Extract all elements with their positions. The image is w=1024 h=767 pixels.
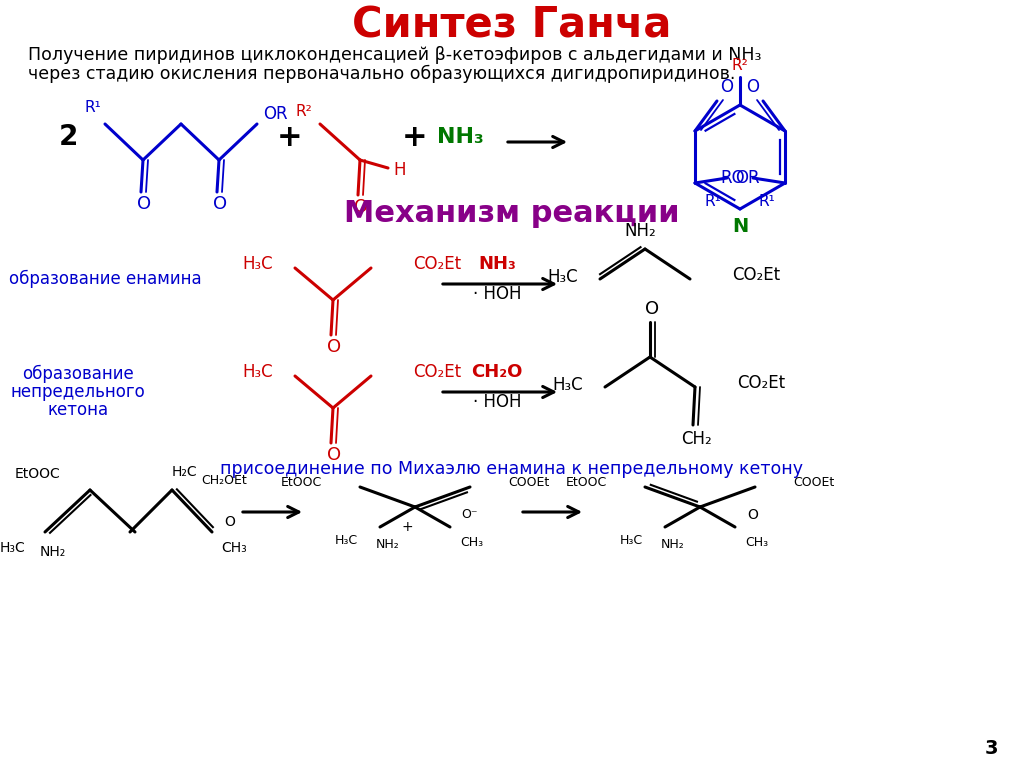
Text: O: O <box>327 338 341 356</box>
Text: непредельного: непредельного <box>10 383 145 401</box>
Text: H₂C: H₂C <box>171 465 197 479</box>
Text: CO₂Et: CO₂Et <box>732 266 780 284</box>
Text: присоединение по Михаэлю енамина к непредельному кетону: присоединение по Михаэлю енамина к непре… <box>220 460 804 478</box>
Text: N: N <box>732 218 749 236</box>
Text: H₃C: H₃C <box>243 363 273 381</box>
Text: Синтез Ганча: Синтез Ганча <box>352 4 672 46</box>
Text: кетона: кетона <box>47 401 109 419</box>
Text: CH₃: CH₃ <box>745 536 769 549</box>
Text: O: O <box>327 446 341 464</box>
Text: +: + <box>402 123 428 152</box>
Text: COOEt: COOEt <box>508 476 549 489</box>
Text: O: O <box>746 78 760 96</box>
Text: O: O <box>354 198 368 216</box>
Text: O: O <box>213 195 227 213</box>
Text: CH₃: CH₃ <box>461 536 483 549</box>
Text: OR: OR <box>734 169 759 187</box>
Text: CH₂: CH₂ <box>681 430 712 448</box>
Text: EtOOC: EtOOC <box>565 476 607 489</box>
Text: CO₂Et: CO₂Et <box>413 255 461 273</box>
Text: O: O <box>137 195 152 213</box>
Text: H₃C: H₃C <box>620 535 643 548</box>
Text: O: O <box>748 508 759 522</box>
Text: +: + <box>401 520 413 534</box>
Text: H₃C: H₃C <box>0 541 25 555</box>
Text: R¹: R¹ <box>759 193 775 209</box>
Text: · HOH: · HOH <box>473 285 521 303</box>
Text: O: O <box>645 300 659 318</box>
Text: H₃C: H₃C <box>335 535 358 548</box>
Text: NH₃: NH₃ <box>436 127 483 147</box>
Text: COOEt: COOEt <box>793 476 835 489</box>
Text: R²: R² <box>296 104 312 120</box>
Text: CH₃: CH₃ <box>221 541 247 555</box>
Text: EtOOC: EtOOC <box>14 467 60 481</box>
Text: CH₂OEt: CH₂OEt <box>201 473 247 486</box>
Text: · HOH: · HOH <box>473 393 521 411</box>
Text: NH₂: NH₂ <box>376 538 400 551</box>
Text: CO₂Et: CO₂Et <box>737 374 785 392</box>
Text: OR: OR <box>263 105 288 123</box>
Text: NH₂: NH₂ <box>624 222 656 240</box>
Text: образование: образование <box>23 365 134 384</box>
Text: O⁻: O⁻ <box>462 509 478 522</box>
Text: NH₂: NH₂ <box>662 538 685 551</box>
Text: H₃C: H₃C <box>552 376 583 394</box>
Text: +: + <box>278 123 303 152</box>
Text: Механизм реакции: Механизм реакции <box>344 199 680 228</box>
Text: O: O <box>721 78 733 96</box>
Text: R¹: R¹ <box>85 100 101 116</box>
Text: Получение пиридинов циклоконденсацией β-кетоэфиров с альдегидами и NH₃: Получение пиридинов циклоконденсацией β-… <box>28 46 762 64</box>
Text: R¹: R¹ <box>705 193 721 209</box>
Text: NH₃: NH₃ <box>478 255 516 273</box>
Text: NH₂: NH₂ <box>40 545 67 559</box>
Text: через стадию окисления первоначально образующихся дигидропиридинов.: через стадию окисления первоначально обр… <box>28 65 735 83</box>
Text: R²: R² <box>731 58 749 73</box>
Text: CO₂Et: CO₂Et <box>413 363 461 381</box>
Text: EtOOC: EtOOC <box>281 476 322 489</box>
Text: O: O <box>224 515 236 529</box>
Text: H: H <box>394 161 407 179</box>
Text: H₃C: H₃C <box>548 268 578 286</box>
Text: CH₂O: CH₂O <box>471 363 522 381</box>
Text: образование енамина: образование енамина <box>8 270 202 288</box>
Text: 3: 3 <box>984 739 998 759</box>
Text: RO: RO <box>721 169 745 187</box>
Text: H₃C: H₃C <box>243 255 273 273</box>
Text: 2: 2 <box>58 123 78 151</box>
